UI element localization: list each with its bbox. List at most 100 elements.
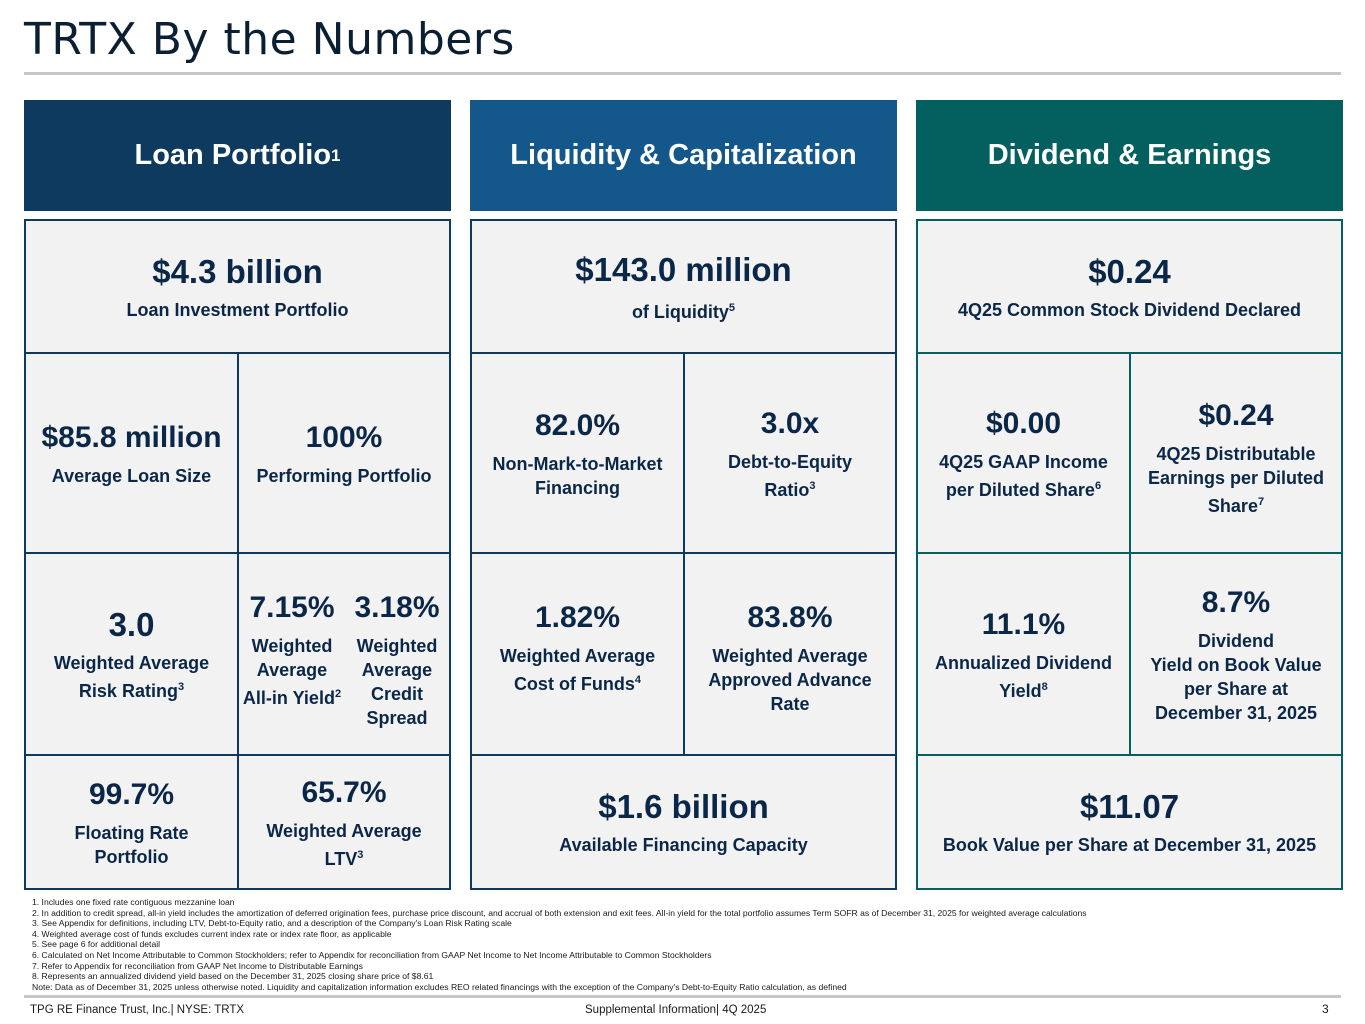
ltv-cell: 65.7% Weighted Average LTV3: [239, 756, 449, 888]
loan-investment-portfolio-cell: $4.3 billion Loan Investment Portfolio: [26, 221, 449, 352]
book-value-yield-label-l1: Dividend: [1197, 631, 1274, 651]
risk-rating-value: 3.0: [108, 606, 155, 643]
floating-rate-label-l1: Floating Rate: [74, 823, 189, 843]
liquidity-grid: $143.0 million of Liquidity5 82.0% Non-M…: [470, 219, 897, 890]
annualized-yield-value: 11.1%: [981, 608, 1066, 641]
cost-of-funds-label: Weighted Average Cost of Funds4: [500, 644, 655, 696]
dividend-grid: $0.24 4Q25 Common Stock Dividend Declare…: [916, 219, 1343, 890]
liquidity-label-text: of Liquidity: [631, 301, 729, 322]
distributable-earnings-label: 4Q25 Distributable Earnings per Diluted …: [1148, 442, 1324, 518]
debt-to-equity-sup: 3: [809, 480, 816, 492]
gaap-income-cell: $0.00 4Q25 GAAP Income per Diluted Share…: [918, 354, 1129, 552]
all-in-yield-sup: 2: [334, 688, 342, 700]
credit-spread-label-l1: Weighted: [356, 636, 438, 656]
non-mark-to-market-label: Non-Mark-to-Market Financing: [492, 452, 662, 500]
dividend-header: Dividend & Earnings: [916, 100, 1343, 211]
book-value-per-share-label: Book Value per Share at December 31, 202…: [942, 835, 1317, 855]
gaap-income-label: 4Q25 GAAP Income per Diluted Share6: [939, 450, 1108, 502]
cost-of-funds-value: 1.82%: [534, 601, 621, 634]
all-in-yield-cell: 7.15% Weighted Average All-in Yield2: [239, 554, 345, 754]
loan-portfolio-column: Loan Portfolio 1 $4.3 billion Loan Invest…: [24, 100, 451, 890]
dividend-declared-label: 4Q25 Common Stock Dividend Declared: [957, 299, 1302, 320]
annualized-yield-label-l2: Yield: [999, 681, 1042, 701]
footnote-note: Note: Data as of December 31, 2025 unles…: [32, 981, 847, 992]
loan-portfolio-header: Loan Portfolio 1: [24, 100, 451, 211]
floating-rate-cell: 99.7% Floating Rate Portfolio: [26, 756, 237, 888]
page-number: 3: [1322, 1002, 1329, 1016]
cost-of-funds-sup: 4: [634, 674, 642, 686]
credit-spread-label: Weighted Average Credit Spread: [357, 634, 438, 730]
footer-company: TPG RE Finance Trust, Inc.| NYSE: TRTX: [30, 1004, 245, 1016]
book-value-yield-value: 8.7%: [1201, 586, 1271, 619]
title-divider: [24, 72, 1341, 75]
advance-rate-cell: 83.8% Weighted Average Approved Advance …: [685, 554, 895, 754]
loan-portfolio-grid: $4.3 billion Loan Investment Portfolio $…: [24, 219, 451, 890]
divider: [237, 754, 239, 888]
annualized-yield-sup: 8: [1041, 681, 1048, 693]
loan-investment-portfolio-value: $4.3 billion: [152, 252, 323, 290]
credit-spread-label-l2: Average: [361, 660, 433, 680]
book-value-yield-label-l3: per Share at: [1183, 679, 1289, 699]
footnote-2: 2. In addition to credit spread, all-in …: [32, 907, 1087, 918]
book-value-per-share-value: $11.07: [1079, 788, 1180, 825]
distributable-earnings-label-l2: Earnings per Diluted: [1147, 468, 1325, 488]
footnote-7: 7. Refer to Appendix for reconciliation …: [32, 960, 363, 971]
credit-spread-value: 3.18%: [354, 591, 440, 624]
risk-rating-label-line2: Risk Rating: [78, 681, 178, 701]
risk-rating-label-line1: Weighted Average: [53, 653, 210, 673]
non-mark-to-market-label-l2: Financing: [534, 478, 620, 498]
non-mark-to-market-cell: 82.0% Non-Mark-to-Market Financing: [472, 354, 683, 552]
advance-rate-value: 83.8%: [747, 601, 833, 634]
gaap-income-label-l2: per Diluted Share: [945, 480, 1095, 500]
credit-spread-label-l3: Credit: [370, 684, 423, 704]
advance-rate-label: Weighted Average Approved Advance Rate: [708, 644, 871, 716]
all-in-yield-value: 7.15%: [249, 591, 335, 624]
financing-capacity-value: $1.6 billion: [598, 788, 769, 825]
gaap-income-label-l1: 4Q25 GAAP Income: [939, 452, 1108, 472]
book-value-yield-cell: 8.7% Dividend Yield on Book Value per Sh…: [1131, 554, 1341, 754]
ltv-value: 65.7%: [301, 776, 387, 809]
liquidity-value: $143.0 million: [575, 250, 792, 288]
divider: [472, 552, 895, 554]
book-value-yield-label-l2: Yield on Book Value: [1150, 655, 1322, 675]
risk-rating-cell: 3.0 Weighted Average Risk Rating3: [26, 554, 237, 754]
performing-portfolio-label: Performing Portfolio: [256, 466, 432, 486]
floating-rate-label: Floating Rate Portfolio: [74, 821, 188, 869]
all-in-yield-label-l2: Average: [256, 660, 328, 680]
risk-rating-label: Weighted Average Risk Rating3: [54, 651, 209, 703]
divider: [918, 552, 1341, 554]
gaap-income-sup: 6: [1094, 480, 1102, 492]
loan-investment-portfolio-label: Loan Investment Portfolio: [126, 299, 349, 320]
financing-capacity-label: Available Financing Capacity: [559, 835, 808, 855]
average-loan-size-label: Average Loan Size: [51, 466, 212, 486]
debt-to-equity-label: Debt-to-Equity Ratio3: [728, 450, 852, 502]
page-title: TRTX By the Numbers: [24, 14, 515, 65]
footnote-4: 4. Weighted average cost of funds exclud…: [32, 928, 392, 939]
loan-portfolio-header-label: Loan Portfolio: [134, 139, 332, 171]
liquidity-header: Liquidity & Capitalization: [470, 100, 897, 211]
risk-rating-sup: 3: [177, 681, 185, 693]
average-loan-size-value: $85.8 million: [41, 421, 222, 454]
book-value-per-share-cell: $11.07 Book Value per Share at December …: [918, 756, 1341, 888]
cost-of-funds-label-l1: Weighted Average: [499, 646, 656, 666]
advance-rate-label-l1: Weighted Average: [712, 646, 868, 666]
annualized-yield-label-l1: Annualized Dividend: [934, 653, 1112, 673]
book-value-yield-label: Dividend Yield on Book Value per Share a…: [1150, 629, 1321, 725]
liquidity-cell: $143.0 million of Liquidity5: [472, 221, 895, 352]
financing-capacity-cell: $1.6 billion Available Financing Capacit…: [472, 756, 895, 888]
distributable-earnings-cell: $0.24 4Q25 Distributable Earnings per Di…: [1131, 354, 1341, 552]
gaap-income-value: $0.00: [985, 407, 1062, 440]
footnote-3: 3. See Appendix for definitions, includi…: [32, 918, 512, 929]
ltv-sup: 3: [357, 849, 364, 861]
debt-to-equity-label-l2: Ratio: [764, 480, 810, 500]
divider: [918, 754, 1341, 756]
dividend-column: Dividend & Earnings $0.24 4Q25 Common St…: [916, 100, 1343, 890]
distributable-earnings-label-l3: Share: [1207, 496, 1258, 516]
annualized-yield-cell: 11.1% Annualized Dividend Yield8: [918, 554, 1129, 754]
dividend-declared-value: $0.24: [1088, 252, 1171, 290]
performing-portfolio-value: 100%: [305, 421, 383, 454]
cost-of-funds-label-l2: Cost of Funds: [513, 674, 635, 694]
floating-rate-label-l2: Portfolio: [94, 847, 169, 867]
performing-portfolio-cell: 100% Performing Portfolio: [239, 354, 449, 552]
footnote-1: 1. Includes one fixed rate contiguous me…: [32, 897, 235, 907]
